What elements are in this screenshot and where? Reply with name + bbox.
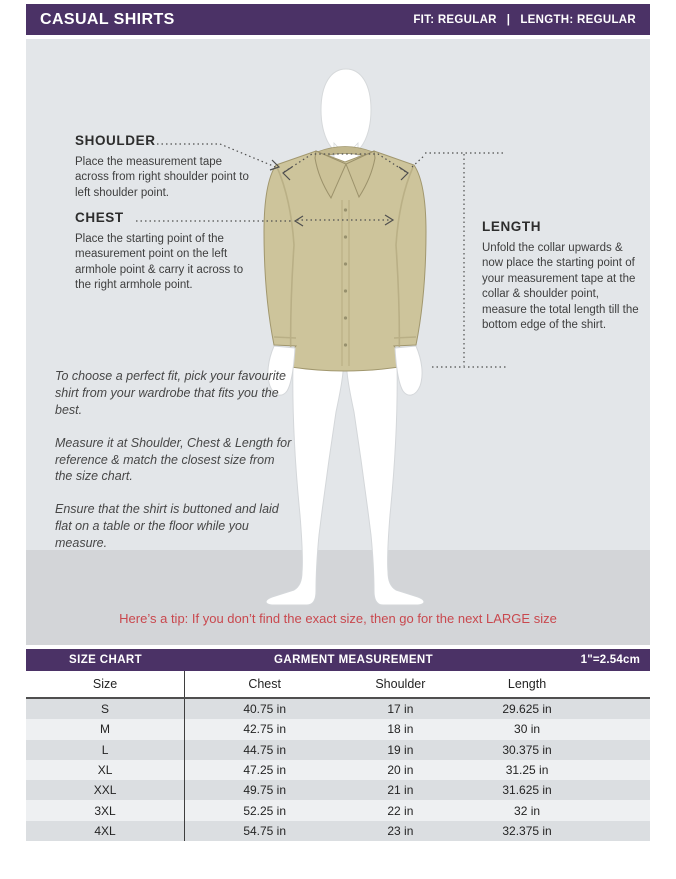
cell-chest: 47.25 in xyxy=(243,763,287,778)
cell-length: 30 in xyxy=(514,722,541,737)
cell-length: 32.375 in xyxy=(502,823,552,838)
cell-size: 4XL xyxy=(26,820,186,842)
length-label: LENGTH: REGULAR xyxy=(520,13,636,26)
table-header-row: Size Chest Shoulder Length xyxy=(26,671,650,699)
cell-shoulder: 23 in xyxy=(387,823,414,838)
cell-length: 29.625 in xyxy=(502,702,552,717)
chest-body: Place the starting point of the measurem… xyxy=(75,233,244,292)
cell-size: L xyxy=(26,739,186,760)
cell-chest: 52.25 in xyxy=(243,803,287,818)
column-header-chest: Chest xyxy=(248,676,281,691)
table-row: M 42.75 in 18 in 30 in xyxy=(26,719,650,740)
column-header-size: Size xyxy=(26,671,186,697)
shoulder-body: Place the measurement tape across from r… xyxy=(75,156,249,199)
cell-chest: 40.75 in xyxy=(243,702,287,717)
size-chart-label: SIZE CHART xyxy=(69,654,143,666)
cell-shoulder: 20 in xyxy=(387,763,414,778)
chest-heading: CHEST xyxy=(75,210,124,225)
table-row: L 44.75 in 19 in 30.375 in xyxy=(26,739,650,760)
size-chart-table: Size Chest Shoulder Length S 40.75 in 17… xyxy=(26,671,650,842)
column-header-shoulder: Shoulder xyxy=(375,676,426,691)
length-heading: LENGTH xyxy=(482,219,542,234)
cell-size: XL xyxy=(26,759,186,781)
cell-length: 31.625 in xyxy=(502,783,552,798)
length-body: Unfold the collar upwards & now place th… xyxy=(482,242,639,332)
table-row: 4XL 54.75 in 23 in 32.375 in xyxy=(26,820,650,842)
unit-conversion-label: 1"=2.54cm xyxy=(580,654,640,666)
cell-length: 31.25 in xyxy=(505,763,549,778)
fit-tip-1: To choose a perfect fit, pick your favou… xyxy=(55,369,286,417)
cell-chest: 54.75 in xyxy=(243,823,287,838)
cell-shoulder: 22 in xyxy=(387,803,414,818)
fit-length-info: FIT: REGULAR | LENGTH: REGULAR xyxy=(413,14,636,26)
cell-length: 30.375 in xyxy=(502,742,552,757)
separator: | xyxy=(506,13,511,26)
chest-instruction-block: CHEST Place the starting point of the me… xyxy=(75,210,257,294)
cell-chest: 44.75 in xyxy=(243,742,287,757)
fit-label: FIT: REGULAR xyxy=(413,13,497,26)
cell-length: 32 in xyxy=(514,803,541,818)
garment-measurement-label: GARMENT MEASUREMENT xyxy=(274,654,434,666)
column-header-length: Length xyxy=(507,676,547,691)
table-row: XL 47.25 in 20 in 31.25 in xyxy=(26,759,650,781)
length-instruction-block: LENGTH Unfold the collar upwards & now p… xyxy=(482,219,642,333)
fit-tip-3: Ensure that the shirt is buttoned and la… xyxy=(55,502,279,550)
cell-size: XXL xyxy=(26,780,186,801)
cell-shoulder: 18 in xyxy=(387,722,414,737)
cell-size: M xyxy=(26,719,186,740)
cell-shoulder: 21 in xyxy=(387,783,414,798)
cell-chest: 49.75 in xyxy=(243,783,287,798)
size-tip-banner: Here’s a tip: If you don’t find the exac… xyxy=(119,611,557,626)
table-row: S 40.75 in 17 in 29.625 in xyxy=(26,699,650,720)
cell-size: 3XL xyxy=(26,800,186,821)
fit-tips-block: To choose a perfect fit, pick your favou… xyxy=(55,368,293,568)
cell-shoulder: 17 in xyxy=(387,702,414,717)
shoulder-heading: SHOULDER xyxy=(75,133,156,148)
cell-size: S xyxy=(26,699,186,720)
size-chart-header-band: SIZE CHART GARMENT MEASUREMENT 1"=2.54cm xyxy=(26,649,650,671)
cell-shoulder: 19 in xyxy=(387,742,414,757)
table-row: 3XL 52.25 in 22 in 32 in xyxy=(26,800,650,821)
header-bar: CASUAL SHIRTS FIT: REGULAR | LENGTH: REG… xyxy=(26,4,650,35)
shoulder-instruction-block: SHOULDER Place the measurement tape acro… xyxy=(75,133,257,201)
table-row: XXL 49.75 in 21 in 31.625 in xyxy=(26,780,650,801)
page-title: CASUAL SHIRTS xyxy=(40,10,175,28)
cell-chest: 42.75 in xyxy=(243,722,287,737)
fit-tip-2: Measure it at Shoulder, Chest & Length f… xyxy=(55,435,292,484)
